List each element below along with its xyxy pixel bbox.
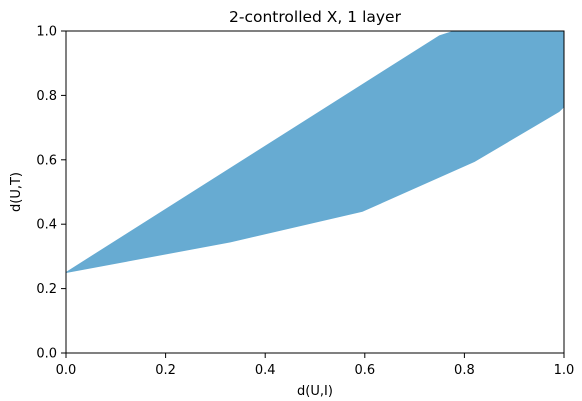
x-tick-label: 0.8 — [454, 363, 475, 378]
y-tick-label: 0.0 — [36, 347, 57, 362]
x-tick-label: 0.0 — [56, 363, 77, 378]
y-axis-label: d(U,T) — [9, 172, 24, 212]
x-axis-ticks: 0.0 0.2 0.4 0.6 0.8 1.0 — [56, 353, 575, 378]
y-tick-label: 0.2 — [36, 282, 57, 297]
y-tick-label: 0.4 — [36, 218, 57, 233]
x-axis-label: d(U,I) — [297, 384, 333, 399]
x-tick-label: 0.4 — [255, 363, 276, 378]
y-tick-label: 1.0 — [36, 25, 57, 40]
chart-title: 2-controlled X, 1 layer — [229, 8, 402, 26]
x-tick-label: 0.6 — [354, 363, 375, 378]
x-tick-label: 0.2 — [155, 363, 176, 378]
y-tick-label: 0.6 — [36, 153, 57, 168]
y-axis-ticks: 0.0 0.2 0.4 0.6 0.8 1.0 — [36, 25, 66, 362]
plot-frame — [65, 30, 565, 354]
feasible-region-area — [65, 30, 565, 273]
y-tick-label: 0.8 — [36, 89, 57, 104]
x-tick-label: 1.0 — [554, 363, 575, 378]
